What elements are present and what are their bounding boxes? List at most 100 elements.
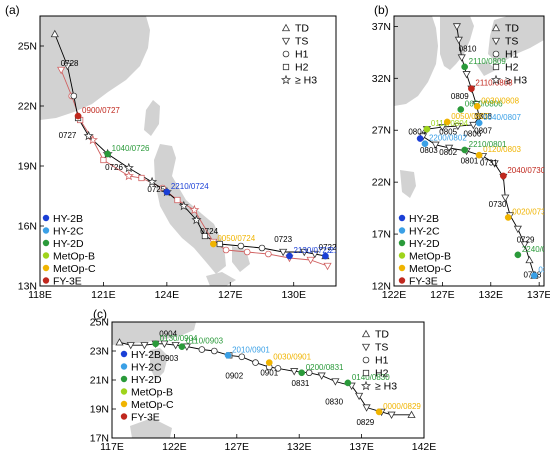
panel-b-date-label: 0808 — [474, 112, 492, 121]
panel-b-obs-point — [514, 251, 522, 259]
panel-b-best-track-point — [469, 121, 478, 130]
panel-b-sat-legend-dot — [398, 239, 406, 247]
panel-a-best-track-point — [201, 232, 209, 240]
panel-c-obs-label: 0130/0904 — [160, 334, 198, 343]
panel-a-ytick-label: 16N — [18, 221, 37, 233]
panel-b-obs-point — [468, 85, 475, 93]
panel-b-sat-legend-dot — [398, 277, 406, 284]
panel-c-legend-label: H1 — [375, 355, 389, 367]
panel-c-obs-label: 0000/0829 — [383, 402, 421, 411]
panel-c-best-track-point — [198, 346, 206, 353]
panel-a-best-track-point — [178, 200, 189, 211]
panel-b-date-label: 0807 — [474, 126, 492, 135]
panel-b-best-track-point — [462, 71, 471, 79]
panel-b-best-track-point — [501, 194, 510, 202]
panel-a-best-track-point — [310, 250, 319, 259]
panel-b-sat-legend-label: HY-2C — [409, 225, 440, 237]
panel-c-obs-point — [178, 343, 186, 350]
panel-a-sat-track-point — [189, 204, 200, 215]
panel-c-obs-point — [224, 352, 232, 359]
panel-a-frame — [39, 15, 337, 287]
panel-b-date-label: 0810 — [459, 44, 477, 53]
panel-b-obs-point — [500, 172, 507, 180]
panel-b-obs-point — [461, 63, 468, 71]
panel-c-legend-marker — [361, 343, 371, 352]
panel-c-legend-marker — [362, 356, 370, 364]
panel-c-land — [112, 322, 196, 438]
panel-b-date-label: 0731 — [480, 159, 498, 168]
panel-b-legend-label: ≥ H3 — [505, 75, 527, 87]
panel-a-legend-label: ≥ H3 — [295, 75, 317, 87]
panel-b-sat-legend-dot — [398, 214, 406, 222]
panel-c-sat-legend-label: HY-2C — [131, 361, 162, 373]
panel-c-sat-legend-label: MetOp-C — [131, 399, 174, 411]
panel-a-legend-marker — [281, 23, 291, 32]
panel-b-best-track-point — [431, 141, 440, 149]
panel-a-legend-label: TS — [295, 36, 308, 48]
panel-a-sat-legend-label: HY-2D — [53, 238, 84, 250]
panel-c-sat-legend-label: HY-2D — [131, 374, 162, 386]
panel-b-legend-label: TS — [505, 36, 518, 48]
panel-a-obs-point — [163, 188, 171, 196]
panel-c-best-track-point — [252, 359, 259, 366]
panel-b-xtick-label: 132E — [479, 289, 504, 301]
panel-b-date-label: 0802 — [439, 148, 457, 157]
panel-a-sat-track-point — [138, 174, 145, 182]
panel-a-ytick-label: 13N — [18, 281, 37, 293]
panel-c-best-track-point — [362, 404, 371, 412]
panel-c-date-label: 0831 — [292, 379, 310, 388]
panel-b-obs-point — [530, 272, 538, 279]
panel-a-best-track-point — [83, 130, 94, 141]
panel-a-obs-label: 2210/0724 — [171, 182, 209, 191]
panel-c-xtick-label: 127E — [225, 441, 250, 453]
panel-a-sat-track-point — [265, 250, 272, 258]
panel-a-date-label: 0725 — [147, 185, 165, 194]
panel-c-legend-label: TS — [375, 342, 388, 354]
panel-b-best-track-point — [445, 144, 454, 153]
panel-c-best-track-point — [355, 392, 364, 401]
panel-a-ytick-label: 22N — [18, 101, 37, 113]
panel-b-date-label: 0730 — [489, 200, 507, 209]
panel-c-best-track-point — [160, 340, 169, 348]
panel-c-legend-marker — [362, 369, 370, 377]
panel-b-ytick-label: 22N — [372, 177, 391, 189]
panel-c-best-track-point — [171, 342, 180, 350]
panel-a-sat-legend-dot — [42, 214, 50, 222]
panel-a-date-label: 0728 — [61, 59, 79, 68]
panel-b-best-track-point — [457, 54, 466, 62]
panel-a-obs-point — [286, 252, 293, 260]
panel-a-sat-legend-dot — [42, 227, 50, 234]
panel-b-letter: (b) — [374, 3, 389, 17]
panel-c-ytick-label: 21N — [90, 375, 109, 387]
panel-a-best-track-point — [147, 176, 158, 187]
panel-c-ytick-label: 17N — [90, 433, 109, 445]
panel-b-best-track-point — [453, 122, 462, 131]
panel-b-legend-marker — [492, 50, 500, 58]
panel-b-best-track-point — [520, 241, 529, 249]
panel-b-ytick-label: 37N — [372, 21, 391, 33]
panel-a-legend-marker — [282, 50, 290, 58]
panel-c-best-track-point — [238, 353, 246, 361]
panel-b-obs-label: 0300/0728 — [538, 266, 550, 275]
panel-c-best-track-point — [274, 365, 282, 372]
panel-a-legend-label: H2 — [295, 62, 309, 74]
panel-c-sat-legend-dot — [120, 400, 128, 408]
panel-b-obs-point — [475, 119, 483, 127]
panel-c-date-label: 0830 — [325, 398, 343, 407]
panel-b-legend-marker — [491, 23, 501, 32]
panel-c-best-track-point — [407, 410, 416, 418]
panel-b-ytick-label: 27N — [372, 125, 391, 137]
panel-a-sat-legend-dot — [42, 252, 50, 259]
panel-c-obs-point — [152, 340, 160, 348]
panel-a-legend-label: H1 — [295, 49, 309, 61]
panel-b-date-label: 0801 — [461, 156, 479, 165]
panel-c-sat-legend-dot — [120, 363, 128, 370]
panel-c-obs-label: 0030/0901 — [273, 353, 311, 362]
panel-b-obs-label: 2240/0728 — [522, 245, 550, 254]
panel-a-best-track-point — [300, 248, 309, 257]
panel-a-best-track-point — [63, 62, 72, 71]
panel-b-date-label: 0806 — [463, 129, 481, 138]
panel-b-legend-label: TD — [505, 23, 519, 35]
panel-a-legend-label: TD — [295, 23, 309, 35]
panel-a-sat-track-point — [306, 256, 315, 265]
